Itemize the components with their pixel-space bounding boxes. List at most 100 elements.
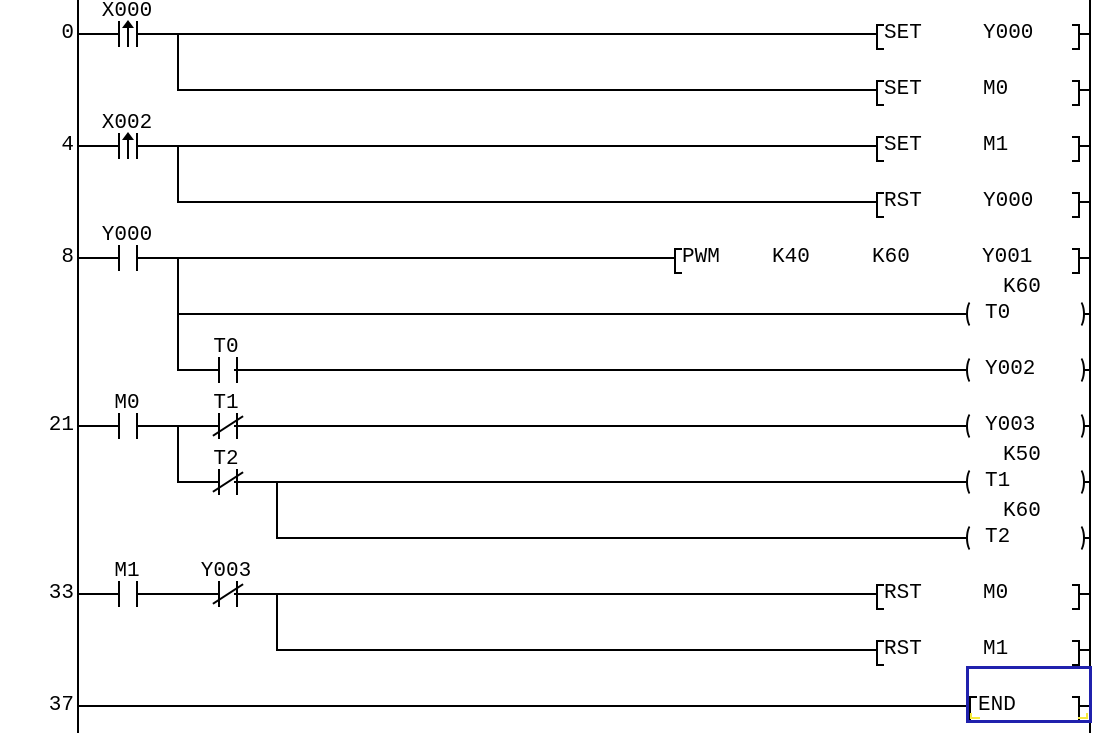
- contact-label: Y003: [200, 560, 252, 583]
- rail-tick: [1084, 481, 1089, 483]
- wire-h: [136, 593, 218, 595]
- rail-tick: [1080, 705, 1089, 707]
- contact-bar: [218, 357, 220, 383]
- instruction-pwm[interactable]: PWM K40 K60 Y001: [674, 246, 1080, 274]
- wire-h: [234, 369, 966, 371]
- contact-bar: [136, 413, 138, 439]
- instruction-operand: K60: [872, 246, 910, 269]
- contact-bar: [136, 133, 138, 159]
- instruction-set[interactable]: SET Y000: [876, 22, 1080, 50]
- wire-h: [178, 89, 876, 91]
- wire-h: [78, 145, 118, 147]
- contact-label: M1: [114, 560, 140, 583]
- wire-v: [276, 481, 278, 539]
- coil-timer[interactable]: T1: [966, 467, 1085, 497]
- instruction-close-bracket: [1072, 136, 1080, 162]
- wire-h: [234, 481, 966, 483]
- rail-tick: [1084, 313, 1089, 315]
- selection-corner-mark: [970, 713, 980, 719]
- timer-preset-label: K60: [1003, 276, 1041, 299]
- coil-left-arc: [966, 467, 980, 497]
- contact-bar: [236, 581, 238, 607]
- step-number: 37: [48, 694, 74, 717]
- contact-no[interactable]: [118, 245, 138, 271]
- wire-h: [136, 257, 674, 259]
- instruction-operand: M1: [983, 134, 1009, 157]
- contact-label: T1: [213, 392, 239, 415]
- instruction-mnemonic: RST: [884, 582, 922, 605]
- instruction-set[interactable]: SET M0: [876, 78, 1080, 106]
- instruction-operand: M0: [983, 78, 1009, 101]
- coil-timer[interactable]: T2: [966, 523, 1085, 553]
- rising-edge-arrow: [127, 139, 129, 159]
- contact-rising-edge[interactable]: [118, 132, 138, 159]
- instruction-mnemonic: SET: [884, 78, 922, 101]
- wire-h: [78, 257, 118, 259]
- instruction-rst[interactable]: RST M0: [876, 582, 1080, 610]
- wire-h: [136, 145, 876, 147]
- contact-label: X000: [101, 0, 153, 23]
- contact-no[interactable]: [118, 413, 138, 439]
- contact-bar: [118, 413, 120, 439]
- contact-no[interactable]: [118, 581, 138, 607]
- rail-tick: [1080, 257, 1089, 259]
- instruction-close-bracket: [1072, 24, 1080, 50]
- rail-tick: [1080, 201, 1089, 203]
- rising-edge-arrowhead: [122, 20, 134, 28]
- wire-h: [78, 425, 118, 427]
- coil-right-arc: [1071, 523, 1085, 553]
- step-number: 33: [48, 582, 74, 605]
- contact-bar: [218, 413, 220, 439]
- instruction-operand: Y000: [983, 190, 1034, 213]
- instruction-close-bracket: [1072, 248, 1080, 274]
- contact-bar: [118, 133, 120, 159]
- instruction-operand: Y001: [982, 246, 1033, 269]
- wire-h: [278, 537, 966, 539]
- wire-h: [78, 705, 969, 707]
- contact-nc[interactable]: [212, 469, 244, 495]
- wire-v: [276, 593, 278, 651]
- instruction-open-bracket: [876, 136, 884, 162]
- contact-bar: [136, 581, 138, 607]
- contact-bar: [236, 413, 238, 439]
- wire-v: [177, 257, 179, 371]
- instruction-set[interactable]: SET M1: [876, 134, 1080, 162]
- step-number: 21: [48, 414, 74, 437]
- instruction-operand: M0: [983, 582, 1009, 605]
- rail-tick: [1084, 537, 1089, 539]
- wire-v: [177, 33, 179, 91]
- coil-timer[interactable]: T0: [966, 299, 1085, 329]
- contact-label: Y000: [101, 224, 153, 247]
- coil-right-arc: [1071, 467, 1085, 497]
- instruction-rst[interactable]: RST Y000: [876, 190, 1080, 218]
- contact-rising-edge[interactable]: [118, 20, 138, 47]
- contact-label: T2: [213, 448, 239, 471]
- instruction-rst[interactable]: RST M1: [876, 638, 1080, 666]
- contact-no[interactable]: [218, 357, 238, 383]
- contact-bar: [136, 21, 138, 47]
- contact-bar: [136, 245, 138, 271]
- rail-tick: [1080, 593, 1089, 595]
- wire-h: [178, 201, 876, 203]
- contact-nc[interactable]: [212, 413, 244, 439]
- wire-h: [234, 593, 876, 595]
- instruction-mnemonic: RST: [884, 638, 922, 661]
- instruction-mnemonic: RST: [884, 190, 922, 213]
- rail-tick: [1084, 425, 1089, 427]
- coil-output[interactable]: Y003: [966, 411, 1085, 441]
- wire-h: [178, 369, 218, 371]
- selection-cursor: [966, 666, 1092, 723]
- left-power-rail: [77, 0, 79, 733]
- right-power-rail: [1089, 0, 1091, 733]
- wire-v: [177, 145, 179, 203]
- coil-left-arc: [966, 355, 980, 385]
- contact-nc[interactable]: [212, 581, 244, 607]
- timer-preset-label: K50: [1003, 444, 1041, 467]
- coil-output[interactable]: Y002: [966, 355, 1085, 385]
- rail-tick: [1084, 369, 1089, 371]
- wire-h: [178, 313, 966, 315]
- instruction-open-bracket: [876, 584, 884, 610]
- coil-label: Y002: [985, 358, 1036, 381]
- instruction-operand: Y000: [983, 22, 1034, 45]
- coil-left-arc: [966, 523, 980, 553]
